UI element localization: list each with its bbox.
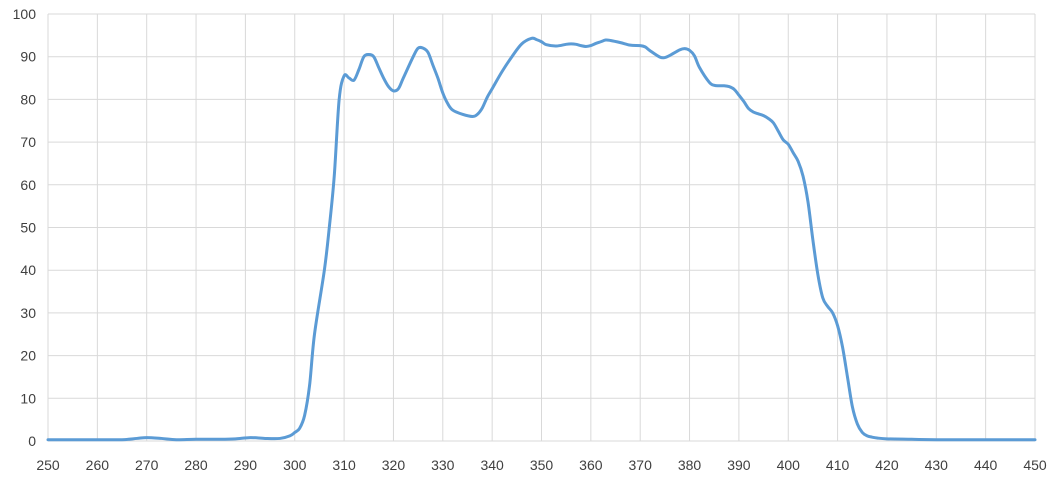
- y-tick-label: 30: [20, 305, 36, 321]
- y-tick-label: 70: [20, 134, 36, 150]
- y-axis-tick-labels: 0 10 20 30 40 50 60 70 80 90 100: [13, 6, 37, 449]
- x-tick-label: 420: [875, 457, 899, 473]
- x-axis-tick-labels: 250 260 270 280 290 300 310 320 330 340 350 360 370 3…: [36, 457, 1047, 473]
- x-tick-label: 360: [579, 457, 603, 473]
- x-tick-label: 380: [678, 457, 702, 473]
- y-tick-label: 80: [20, 91, 36, 107]
- x-tick-label: 310: [332, 457, 356, 473]
- x-tick-label: 400: [777, 457, 801, 473]
- series-line-1: [46, 36, 1037, 442]
- x-tick-label: 390: [727, 457, 751, 473]
- x-tick-label: 430: [925, 457, 949, 473]
- y-tick-label: 60: [20, 177, 36, 193]
- y-tick-label: 10: [20, 390, 36, 406]
- x-tick-label: 280: [184, 457, 208, 473]
- x-tick-label: 450: [1023, 457, 1047, 473]
- y-tick-label: 40: [20, 262, 36, 278]
- y-tick-label: 50: [20, 220, 36, 236]
- x-tick-label: 330: [431, 457, 455, 473]
- x-tick-label: 440: [974, 457, 998, 473]
- series-group: [46, 36, 1037, 442]
- y-tick-label: 20: [20, 348, 36, 364]
- x-tick-label: 270: [135, 457, 159, 473]
- x-tick-label: 350: [530, 457, 554, 473]
- x-tick-label: 370: [629, 457, 653, 473]
- x-tick-label: 250: [36, 457, 60, 473]
- x-tick-label: 260: [86, 457, 110, 473]
- x-tick-label: 300: [283, 457, 307, 473]
- gridlines: [47, 13, 1036, 442]
- x-tick-label: 410: [826, 457, 850, 473]
- x-tick-label: 320: [382, 457, 406, 473]
- y-tick-label: 100: [13, 6, 37, 22]
- y-tick-label: 0: [28, 433, 36, 449]
- y-tick-label: 90: [20, 49, 36, 65]
- x-tick-label: 340: [480, 457, 504, 473]
- x-tick-label: 290: [234, 457, 258, 473]
